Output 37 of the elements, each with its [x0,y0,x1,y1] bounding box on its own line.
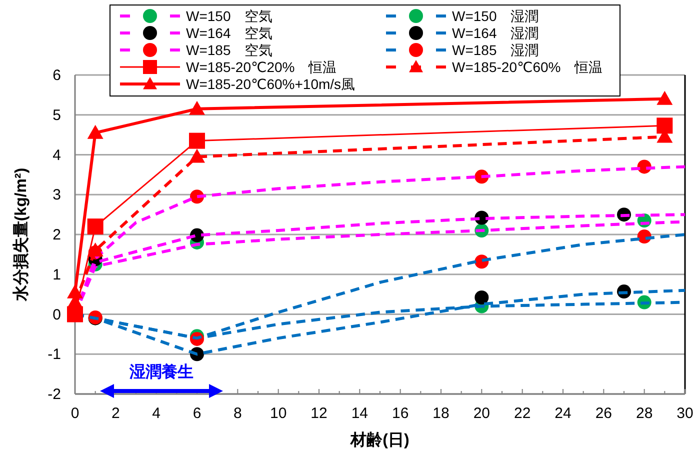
legend-label: W=185-20℃60%+10m/s風 [186,76,356,92]
annotation: 湿潤養生 [128,363,194,381]
legend-label: W=185-20℃20% 恒温 [186,59,337,75]
legend-label: W=150 湿潤 [452,8,539,24]
x-tick-label: 20 [473,405,490,422]
legend-label: W=185 空気 [186,42,273,58]
x-tick-label: 0 [70,405,80,422]
x-tick-label: 16 [392,405,409,422]
x-tick-label: 14 [351,405,368,422]
y-tick-label: 2 [52,226,61,244]
legend-label: W=164 湿潤 [452,25,539,41]
x-tick-label: 28 [636,405,653,422]
y-axis-title: 水分損失量(kg/m²) [12,168,30,302]
x-tick-label: 18 [432,405,450,422]
y-tick-label: 0 [52,306,61,324]
y-tick-label: 4 [52,146,61,164]
y-tick-label: 3 [52,186,61,204]
x-tick-label: 26 [595,405,612,422]
x-tick-label: 24 [554,405,572,422]
y-tick-label: 5 [52,106,61,124]
y-tick-label: -2 [48,386,61,403]
x-tick-label: 2 [111,405,120,422]
legend-label: W=185-20℃60% 恒温 [452,59,603,75]
y-tick-label: -1 [48,346,61,364]
legend-label: W=185 湿潤 [452,42,539,58]
x-tick-label: 6 [192,405,202,422]
x-tick-label: 10 [270,405,287,422]
y-tick-label: 1 [52,266,61,284]
x-tick-label: 30 [676,405,694,422]
x-tick-label: 4 [152,405,161,422]
x-axis-title: 材齢(日) [350,431,410,449]
y-tick-label: 6 [52,67,61,84]
legend-label: W=164 空気 [186,25,273,41]
x-tick-label: 22 [514,405,531,422]
x-tick-label: 8 [233,405,242,422]
legend-label: W=150 空気 [186,8,273,24]
x-tick-label: 12 [310,405,328,422]
